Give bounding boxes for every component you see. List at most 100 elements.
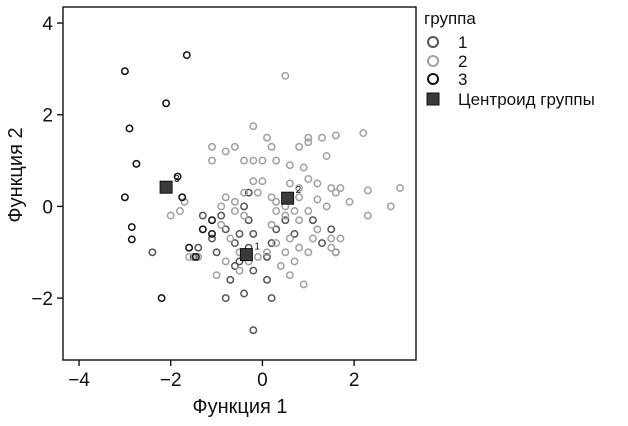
point-group-2-45 [217, 202, 226, 211]
point-group-2-28 [396, 184, 404, 193]
point-group-2-39 [258, 177, 267, 186]
point-group-2-72 [263, 248, 271, 257]
plot-frame [62, 6, 417, 361]
point-group-1-16 [198, 211, 207, 220]
y-tick-label-1: 0 [42, 197, 53, 218]
point-group-2-64 [304, 248, 313, 257]
point-group-2-30 [363, 211, 372, 220]
point-group-1-14 [267, 294, 276, 303]
point-group-2-16 [331, 131, 340, 140]
legend-marker-group-2 [427, 55, 439, 67]
point-group-2-25 [327, 184, 336, 193]
point-group-1-1 [244, 216, 253, 225]
point-group-2-17 [359, 129, 368, 138]
point-group-1-13 [263, 252, 271, 261]
point-group-2-53 [221, 257, 230, 266]
point-group-2-44 [221, 193, 230, 202]
point-group-1-32 [249, 229, 258, 238]
point-group-2-81 [308, 234, 317, 243]
point-group-3-7 [127, 235, 136, 244]
point-group-3-15 [208, 229, 216, 238]
point-group-2-23 [285, 179, 294, 188]
point-group-1-26 [308, 216, 317, 225]
point-group-2-10 [258, 156, 267, 165]
legend: группа 1 2 3 Центроид группы [424, 9, 595, 109]
point-group-2-32 [322, 202, 331, 211]
point-group-1-2 [217, 211, 226, 220]
y-tick-label-0: −2 [31, 289, 53, 310]
point-group-2-4 [230, 142, 239, 151]
point-group-1-4 [230, 239, 239, 248]
point-group-2-67 [336, 234, 345, 243]
point-group-2-79 [281, 211, 290, 220]
point-group-2-78 [295, 216, 304, 225]
point-group-1-18 [194, 243, 203, 252]
point-group-1-20 [212, 248, 221, 257]
point-group-2-60 [267, 220, 276, 229]
point-group-1-23 [281, 216, 290, 225]
point-group-2-43 [230, 197, 239, 206]
point-group-3-8 [173, 172, 182, 181]
point-group-2-14 [304, 138, 313, 147]
point-group-3-10 [157, 294, 166, 303]
point-group-2-52 [235, 266, 244, 275]
point-group-3-1 [182, 51, 191, 60]
x-tick-label-0: −4 [68, 370, 90, 391]
point-group-2-1 [221, 147, 230, 156]
point-group-1-12 [267, 239, 276, 248]
centroid-label-group-3: 3 [174, 174, 180, 185]
point-group-2-57 [175, 207, 184, 215]
centroids-layer: 1 2 3 [159, 174, 302, 262]
point-group-1-11 [263, 275, 271, 284]
point-group-2-73 [253, 252, 262, 261]
point-group-2-80 [272, 207, 281, 215]
point-group-2-41 [249, 177, 258, 186]
point-group-2-49 [226, 234, 235, 243]
point-group-2-20 [285, 161, 294, 170]
legend-label-centroid: Центроид группы [458, 90, 595, 109]
point-group-1-6 [235, 257, 244, 266]
point-group-1-29 [244, 188, 253, 197]
point-group-2-11 [272, 156, 281, 165]
legend-marker-group-1 [427, 36, 439, 48]
point-group-2-54 [212, 271, 221, 280]
point-group-2-21 [304, 174, 313, 183]
point-group-1-30 [327, 225, 336, 234]
point-group-2-40 [253, 188, 262, 197]
point-group-2-5 [240, 156, 249, 165]
point-group-2-58 [166, 211, 175, 220]
point-group-2-35 [290, 207, 299, 215]
point-group-2-8 [263, 133, 271, 142]
point-group-1-22 [272, 225, 281, 234]
point-group-2-74 [299, 280, 308, 289]
centroid-group-3 [159, 180, 173, 194]
point-group-2-68 [331, 248, 340, 257]
legend-label-group-3: 3 [458, 70, 467, 89]
point-group-1-15 [221, 225, 230, 234]
point-group-1-0 [240, 202, 249, 211]
point-group-2-2 [208, 156, 216, 165]
point-group-2-82 [345, 197, 354, 206]
legend-marker-group-3 [427, 73, 439, 85]
point-group-3-6 [127, 223, 136, 232]
point-group-2-24 [313, 179, 322, 188]
point-group-2-47 [240, 211, 249, 220]
legend-label-group-1: 1 [458, 33, 467, 52]
point-group-3-11 [185, 243, 194, 252]
point-group-1-8 [226, 275, 235, 284]
point-group-2-46 [230, 207, 239, 215]
point-group-2-31 [331, 188, 340, 197]
point-group-1-27 [148, 248, 157, 257]
point-group-2-69 [290, 257, 299, 266]
point-group-2-75 [285, 271, 294, 280]
point-group-2-62 [285, 234, 294, 243]
point-group-2-12 [295, 142, 304, 151]
point-group-2-66 [327, 234, 336, 243]
point-group-2-70 [281, 248, 290, 257]
point-group-2-38 [267, 193, 276, 202]
point-group-1-10 [221, 294, 230, 303]
point-group-2-65 [313, 225, 322, 234]
point-group-2-3 [208, 142, 216, 151]
point-group-2-42 [240, 188, 249, 197]
legend-label-group-2: 2 [458, 52, 467, 71]
